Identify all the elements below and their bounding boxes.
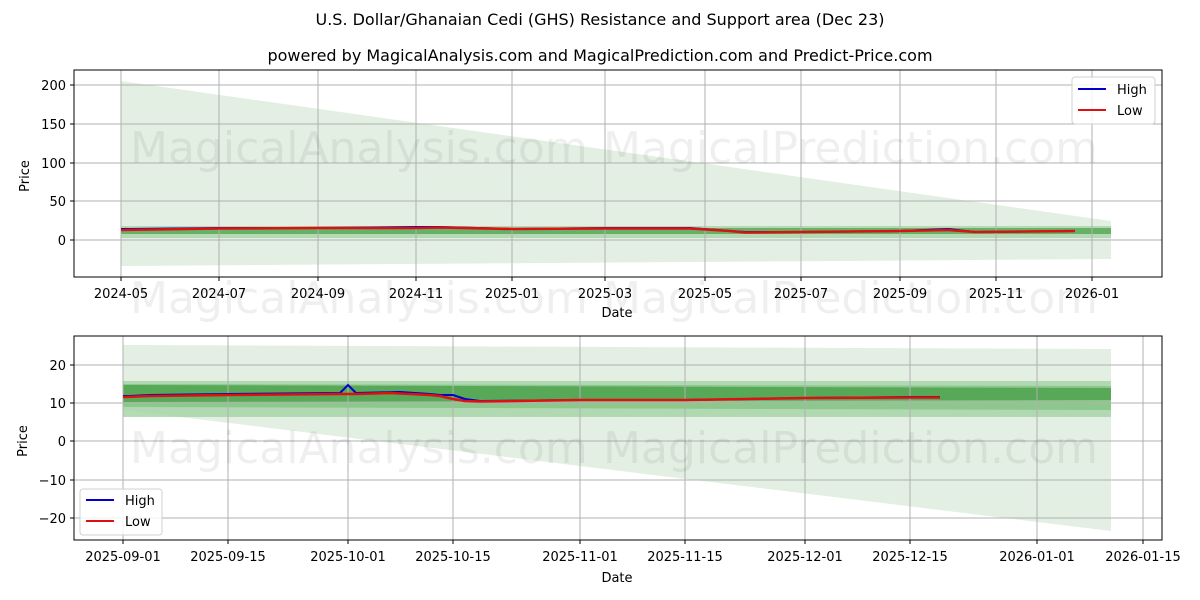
svg-text:2025-09: 2025-09	[873, 287, 927, 302]
bottom-x-ticks	[122, 540, 1144, 544]
svg-text:2025-05: 2025-05	[678, 287, 732, 302]
svg-text:2025-01: 2025-01	[485, 287, 539, 302]
svg-text:2026-01: 2026-01	[1065, 287, 1119, 302]
svg-text:2024-09: 2024-09	[291, 287, 345, 302]
svg-text:2025-09-01: 2025-09-01	[85, 550, 161, 565]
svg-text:2025-12-01: 2025-12-01	[767, 550, 843, 565]
svg-text:2025-03: 2025-03	[578, 287, 632, 302]
top-y-ticks	[70, 84, 74, 241]
top-resistance-support-band-dark	[121, 228, 1111, 234]
svg-text:200: 200	[41, 79, 66, 94]
legend-high-label-bottom: High	[125, 494, 155, 509]
svg-text:10: 10	[49, 397, 66, 412]
legend-low-label: Low	[1117, 104, 1143, 119]
svg-text:2026-01-01: 2026-01-01	[999, 550, 1075, 565]
bottom-axes-frame	[73, 335, 1163, 541]
bottom-y-axis-label: Price	[16, 425, 31, 457]
top-axes-frame	[73, 69, 1163, 278]
svg-text:2024-11: 2024-11	[389, 287, 443, 302]
top-y-axis-label: Price	[18, 160, 33, 192]
svg-text:2025-11: 2025-11	[969, 287, 1023, 302]
svg-text:0: 0	[58, 234, 66, 249]
svg-text:2025-07: 2025-07	[774, 287, 828, 302]
watermark-magicalprediction-3: MagicalPrediction.com	[603, 423, 1098, 474]
svg-text:2025-12-15: 2025-12-15	[872, 550, 948, 565]
top-x-tick-labels: 2024-05 2024-07 2024-09 2024-11 2025-01 …	[94, 287, 1119, 302]
svg-text:2025-11-15: 2025-11-15	[647, 550, 723, 565]
chart-subtitle: powered by MagicalAnalysis.com and Magic…	[267, 46, 933, 65]
svg-text:100: 100	[41, 157, 66, 172]
top-prediction-cone	[121, 81, 1111, 266]
top-x-axis-label: Date	[601, 306, 632, 321]
svg-text:2024-05: 2024-05	[94, 287, 148, 302]
svg-text:2025-11-01: 2025-11-01	[542, 550, 618, 565]
svg-text:−10: −10	[39, 474, 66, 489]
watermark-magicalprediction-2: MagicalPrediction.com	[603, 273, 1098, 324]
svg-text:0: 0	[58, 435, 66, 450]
chart-title: U.S. Dollar/Ghanaian Cedi (GHS) Resistan…	[315, 10, 885, 29]
bottom-y-ticks	[70, 364, 74, 519]
svg-text:2025-10-15: 2025-10-15	[415, 550, 491, 565]
svg-text:−20: −20	[39, 512, 66, 527]
top-x-ticks	[120, 277, 1093, 281]
bottom-y-tick-labels: −20 −10 0 10 20	[39, 359, 66, 527]
top-y-tick-labels: 0 50 100 150 200	[41, 79, 66, 249]
watermark-magicalanalysis-3: MagicalAnalysis.com	[130, 423, 588, 474]
bottom-low-line	[122, 391, 940, 403]
bottom-x-tick-labels: 2025-09-01 2025-09-15 2025-10-01 2025-10…	[85, 550, 1181, 565]
svg-text:50: 50	[49, 195, 66, 210]
bottom-gridlines	[74, 336, 1162, 540]
legend-low-label-bottom: Low	[125, 515, 151, 530]
watermark-magicalanalysis: MagicalAnalysis.com	[130, 123, 588, 174]
svg-text:2025-09-15: 2025-09-15	[190, 550, 266, 565]
bottom-x-axis-label: Date	[601, 571, 632, 586]
bottom-legend: High Low	[79, 488, 163, 536]
watermark-magicalprediction: MagicalPrediction.com	[603, 123, 1098, 174]
svg-text:2025-10-01: 2025-10-01	[310, 550, 386, 565]
top-low-line	[120, 226, 1076, 234]
svg-text:20: 20	[49, 359, 66, 374]
legend-high-label: High	[1117, 83, 1147, 98]
watermark-magicalanalysis-2: MagicalAnalysis.com	[130, 273, 588, 324]
svg-text:150: 150	[41, 118, 66, 133]
svg-text:2026-01-15: 2026-01-15	[1105, 550, 1181, 565]
top-legend: High Low	[1071, 76, 1156, 125]
svg-text:2024-07: 2024-07	[192, 287, 246, 302]
